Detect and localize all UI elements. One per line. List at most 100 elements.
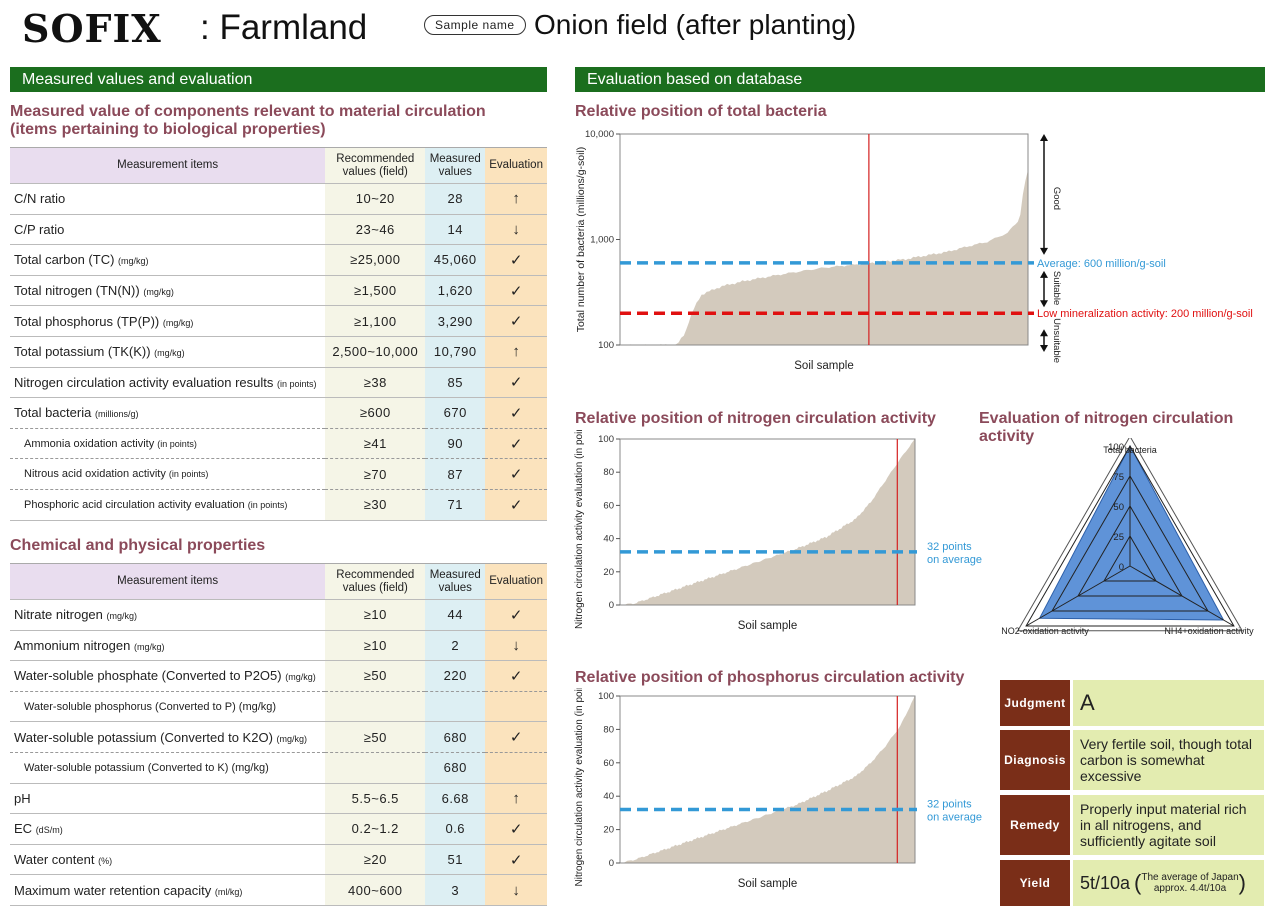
y-tick-label: 0 [609, 600, 614, 611]
radar-grid-ring [1103, 534, 1157, 582]
band-label: Suitable [1051, 271, 1062, 305]
recommended-value: 2,500~10,000 [325, 336, 426, 368]
measured-value: 85 [425, 367, 486, 399]
recommended-value: 23~46 [325, 214, 426, 246]
radar-grid-ring [1077, 504, 1183, 597]
col-header-rec-line-2: values (field) [342, 581, 408, 594]
item-unit: (%) [98, 856, 113, 867]
band-label: Unsuitable [1051, 318, 1062, 363]
item-unit: (in points) [247, 499, 288, 510]
table-row: Total bacteria (millions/g) ≥600 670 ✓ [10, 397, 547, 429]
y-tick-label: 40 [603, 791, 614, 802]
table-row: Nitrate nitrogen (mg/kg) ≥10 44 ✓ [10, 599, 547, 631]
recommended-value: ≥20 [325, 844, 426, 876]
item-unit: (dS/m) [35, 825, 63, 836]
item-name-text: Water-soluble potassium (Converted to K)… [24, 761, 269, 774]
measured-value: 44 [425, 599, 486, 631]
recommended-value: ≥38 [325, 367, 426, 399]
y-tick-label: 100 [598, 434, 614, 445]
band-label: Good [1051, 187, 1062, 210]
item-unit: (mg/kg) [285, 672, 316, 683]
remedy-row: Remedy Properly input material rich in a… [1000, 795, 1264, 855]
y-tick-label: 20 [603, 825, 614, 836]
reference-line-label-2: on average [927, 554, 982, 566]
item-unit: (ml/kg) [214, 886, 243, 897]
table-row: C/P ratio 23~46 14 ↓ [10, 214, 547, 246]
col-header-item: Measurement items [10, 147, 326, 184]
item-unit: (mg/kg) [133, 641, 165, 652]
recommended-value: 5.5~6.5 [325, 783, 426, 815]
item-name: Water-soluble phosphorus (Converted to P… [10, 691, 326, 723]
recommended-value: ≥600 [325, 397, 426, 429]
item-name: Phosphoric acid circulation activity eva… [10, 489, 326, 521]
table-row: Water content (%) ≥20 51 ✓ [10, 844, 547, 876]
yield-row: Yield 5t/10a ( The average of Japan appr… [1000, 860, 1264, 906]
item-name-text: C/P ratio [14, 221, 65, 237]
y-tick-label: 10,000 [585, 129, 614, 140]
nitrogen-chart: 0 20 40 60 80 100 Soil sample Nitrogen circulat… [574, 430, 982, 632]
item-unit: (mg/kg) [276, 733, 308, 744]
item-name: Total carbon (TC) (mg/kg) [10, 244, 326, 276]
item-name: Water content (%) [10, 844, 326, 876]
evaluation-mark: ✓ [485, 428, 547, 460]
judgment-label: Judgment [1000, 680, 1070, 726]
evaluation-mark [485, 691, 547, 723]
item-unit: (millions/g) [94, 409, 139, 420]
diagnosis-value: Very fertile soil, though total carbon i… [1073, 730, 1264, 790]
recommended-value: ≥1,100 [325, 305, 426, 337]
measured-value: 51 [425, 844, 486, 876]
item-name-text: Water-soluble phosphate (Converted to P2… [14, 668, 282, 684]
bio-title: Measured value of components relevant to… [10, 103, 547, 139]
bio-title-line-1: Measured value of components relevant to… [10, 103, 486, 120]
measured-value: 71 [425, 489, 486, 521]
measured-value: 3 [425, 874, 486, 906]
table-row: Ammonium nitrogen (mg/kg) ≥10 2 ↓ [10, 630, 547, 662]
measured-value: 14 [425, 214, 486, 246]
table-row: Total nitrogen (TN(N)) (mg/kg) ≥1,500 1,62… [10, 275, 547, 307]
item-name-text: Phosphoric acid circulation activity eva… [24, 498, 245, 511]
yield-paren-open: ( [1134, 870, 1142, 895]
unsuitable-arrow-head-up [1040, 329, 1048, 337]
good-arrow-head-up [1040, 134, 1048, 141]
radar-grid-ring [1051, 475, 1209, 612]
item-name: Nitrogen circulation activity evaluation… [10, 367, 326, 399]
sample-name-value: Onion field (after planting) [534, 9, 857, 40]
col-header-meas: Measured values [425, 147, 486, 184]
yield-label: Yield [1000, 860, 1070, 906]
item-name: Water-soluble potassium (Converted to K2… [10, 721, 326, 753]
recommended-value: ≥25,000 [325, 244, 426, 276]
table-row: Ammonia oxidation activity (in points) ≥4… [10, 428, 547, 460]
measured-value: 28 [425, 183, 486, 215]
chem-title: Chemical and physical properties [10, 537, 266, 554]
recommended-value [325, 691, 426, 723]
yield-note: The average of Japan approx. 4.4t/10a [1141, 872, 1238, 894]
item-name-text: Nitrogen circulation activity evaluation… [14, 374, 274, 390]
suitable-arrow-head-down [1040, 300, 1048, 308]
diagnosis-row: Diagnosis Very fertile soil, though tota… [1000, 730, 1264, 790]
evaluation-mark: ✓ [485, 244, 547, 276]
radar-value-area [1038, 444, 1225, 621]
measured-value: 3,290 [425, 305, 486, 337]
reference-line-label-1: 32 points [927, 799, 972, 811]
table-row: Nitrous acid oxidation activity (in poin… [10, 458, 547, 490]
item-name-text: EC [14, 821, 33, 837]
evaluation-mark: ✓ [485, 721, 547, 753]
left-section-header: Measured values and evaluation [10, 67, 547, 92]
table-row: Maximum water retention capacity (ml/kg)… [10, 874, 547, 906]
evaluation-mark [485, 752, 547, 784]
diagnosis-label: Diagnosis [1000, 730, 1070, 790]
y-tick-label: 1,000 [590, 235, 614, 246]
col-header-rec: Recommended values (field) [325, 147, 426, 184]
chart-title-radar: Evaluation of nitrogen circulation activ… [979, 410, 1234, 445]
radar-axis-line [1025, 565, 1131, 627]
radar-grid-ring [1025, 445, 1235, 627]
plot-frame [619, 438, 916, 606]
recommended-value: ≥70 [325, 458, 426, 490]
item-unit: (mg/kg) [162, 317, 194, 328]
item-name: Water-soluble phosphate (Converted to P2… [10, 660, 326, 692]
good-arrow-head-down [1040, 247, 1048, 255]
recommended-value: 0.2~1.2 [325, 813, 426, 845]
item-name: Water-soluble potassium (Converted to K)… [10, 752, 326, 784]
item-name-text: Ammonium nitrogen [14, 637, 131, 653]
reference-line-label: Low mineralization activity: 200 million… [1037, 308, 1253, 320]
